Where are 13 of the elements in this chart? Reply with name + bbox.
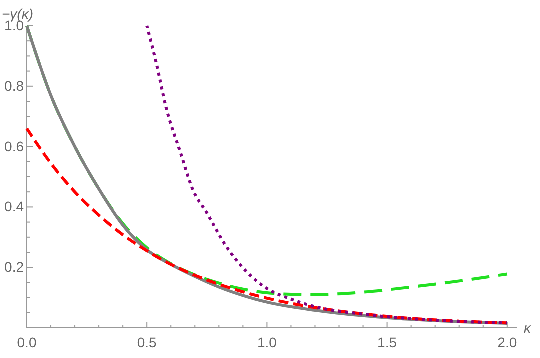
x-tick-label: 0.0	[17, 334, 37, 350]
y-tick-label: 0.2	[4, 259, 24, 276]
y-tick-label: 0.8	[4, 78, 24, 94]
y-axis-title: −γ(κ)	[2, 6, 34, 22]
x-tick-label: 2.0	[498, 334, 518, 350]
x-tick-label: 0.5	[137, 334, 158, 350]
line-series	[146, 24, 509, 325]
x-tick-label: 1.0	[257, 334, 278, 350]
x-tick-label: 1.5	[378, 334, 398, 350]
x-axis-title: κ	[524, 320, 532, 336]
y-tick-label: 0.6	[4, 138, 24, 154]
line-series	[26, 127, 509, 325]
y-tick-label: 0.4	[4, 198, 24, 215]
